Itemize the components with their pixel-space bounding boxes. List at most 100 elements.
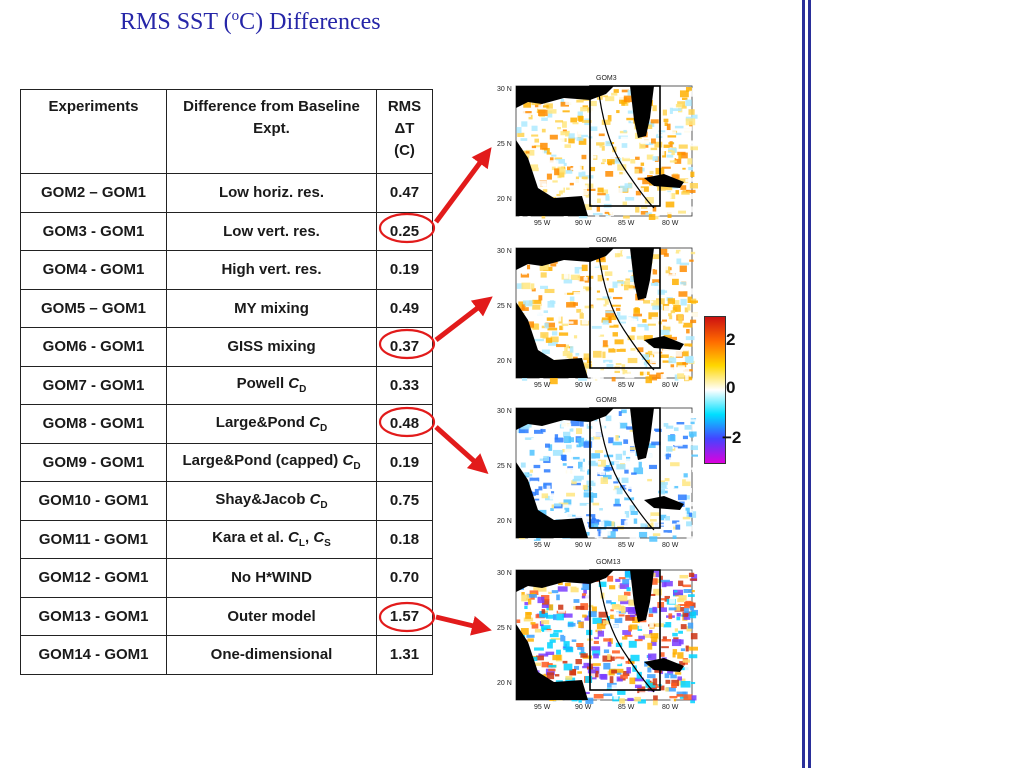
header-experiments: Experiments [20, 89, 167, 174]
cell-experiment: GOM5 – GOM1 [20, 288, 167, 328]
lon-label: 80 W [662, 382, 679, 389]
table-row: GOM13 - GOM1 Outer model 1.57 [20, 596, 433, 636]
cell-difference: Shay&Jacob CD [166, 481, 377, 521]
map-canvas [515, 85, 701, 222]
slide-title: RMS SST (oC) Differences [120, 8, 381, 36]
lon-label: 90 W [575, 542, 592, 549]
table-row: GOM12 - GOM1 No H*WIND 0.70 [20, 558, 433, 598]
arrow-gom13 [435, 614, 492, 636]
cell-rms: 0.75 [376, 481, 433, 521]
lat-label: 25 N [497, 303, 512, 310]
cell-difference: Outer model [166, 596, 377, 636]
cell-difference: Large&Pond CD [166, 404, 377, 444]
cell-experiment: GOM3 - GOM1 [20, 211, 167, 251]
lon-label: 90 W [575, 704, 592, 711]
cell-experiment: GOM9 - GOM1 [20, 442, 167, 482]
lat-label: 30 N [497, 570, 512, 577]
colorbar-label-zero: 0 [726, 378, 736, 397]
cell-experiment: GOM10 - GOM1 [20, 481, 167, 521]
cell-difference: Powell CD [166, 365, 377, 405]
cell-experiment: GOM11 - GOM1 [20, 519, 167, 559]
cell-rms: 1.31 [376, 635, 433, 675]
cell-rms: 0.37 [376, 327, 433, 367]
colorbar [704, 316, 726, 464]
title-prefix: RMS SST ( [120, 9, 232, 35]
map-title: GOM8 [596, 397, 617, 404]
lat-label: 25 N [497, 463, 512, 470]
cell-rms: 0.70 [376, 558, 433, 598]
cell-difference: One-dimensional [166, 635, 377, 675]
experiments-table: Experiments Difference from Baseline Exp… [20, 89, 433, 675]
sst-map-gom3: GOM3 30 N 25 N 20 N 95 W 90 W 85 W 80 W [494, 75, 701, 238]
cell-rms: 0.19 [376, 250, 433, 290]
cell-rms: 0.33 [376, 365, 433, 405]
right-rule-2 [808, 0, 811, 768]
table-row: GOM4 - GOM1 High vert. res. 0.19 [20, 250, 433, 290]
sst-map-gom8: GOM8 30 N 25 N 20 N 95 W 90 W 85 W 80 W [494, 397, 702, 560]
table-row: GOM14 - GOM1 One-dimensional 1.31 [20, 635, 433, 675]
table-row: GOM11 - GOM1 Kara et al. CL, CS 0.18 [20, 519, 433, 559]
lon-label: 90 W [575, 382, 592, 389]
header-difference: Difference from Baseline Expt. [166, 89, 377, 174]
cell-experiment: GOM7 - GOM1 [20, 365, 167, 405]
sst-map-gom13: GOM13 30 N 25 N 20 N 95 W 90 W 85 W 80 W [494, 559, 702, 722]
table-row: GOM6 - GOM1 GISS mixing 0.37 [20, 327, 433, 367]
map-canvas [515, 569, 702, 706]
cell-experiment: GOM4 - GOM1 [20, 250, 167, 290]
cell-experiment: GOM12 - GOM1 [20, 558, 167, 598]
table-row: GOM9 - GOM1 Large&Pond (capped) CD 0.19 [20, 442, 433, 482]
lat-label: 20 N [497, 196, 512, 203]
cell-difference: Low horiz. res. [166, 173, 377, 213]
table-row: GOM10 - GOM1 Shay&Jacob CD 0.75 [20, 481, 433, 521]
lon-label: 85 W [618, 220, 635, 227]
lat-label: 20 N [497, 680, 512, 687]
lon-label: 95 W [534, 704, 551, 711]
lon-label: 95 W [534, 382, 551, 389]
lon-label: 95 W [534, 542, 551, 549]
arrow-gom6 [434, 296, 493, 342]
lon-label: 85 W [618, 382, 635, 389]
colorbar-label-min: −2 [722, 428, 742, 447]
map-canvas [515, 407, 702, 545]
header-rms: RMS ΔT (C) [376, 89, 433, 174]
sst-map-gom6: GOM6 30 N 25 N 20 N 95 W 90 W 85 W 80 W [494, 237, 700, 400]
right-rule-1 [802, 0, 805, 768]
cell-rms: 0.48 [376, 404, 433, 444]
lat-label: 20 N [497, 358, 512, 365]
experiments-body: GOM2 – GOM1 Low horiz. res. 0.47 GOM3 - GOM… [20, 173, 433, 675]
cell-difference: Large&Pond (capped) CD [166, 442, 377, 482]
cell-experiment: GOM8 - GOM1 [20, 404, 167, 444]
lon-label: 85 W [618, 704, 635, 711]
table-row: GOM3 - GOM1 Low vert. res. 0.25 [20, 211, 433, 251]
table-row: GOM7 - GOM1 Powell CD 0.33 [20, 365, 433, 405]
map-title: GOM3 [596, 75, 617, 82]
table-row: GOM8 - GOM1 Large&Pond CD 0.48 [20, 404, 433, 444]
cell-rms: 0.25 [376, 211, 433, 251]
lat-label: 25 N [497, 141, 512, 148]
map-canvas [515, 247, 700, 385]
table-row: GOM2 – GOM1 Low horiz. res. 0.47 [20, 173, 433, 213]
lat-label: 30 N [497, 408, 512, 415]
cell-rms: 0.47 [376, 173, 433, 213]
lat-label: 25 N [497, 625, 512, 632]
arrow-gom8 [434, 425, 489, 475]
header-rms-line2: ΔT [394, 120, 415, 137]
cell-difference: GISS mixing [166, 327, 377, 367]
cell-difference: Low vert. res. [166, 211, 377, 251]
cell-rms: 0.49 [376, 288, 433, 328]
lon-label: 80 W [662, 704, 679, 711]
cell-experiment: GOM2 – GOM1 [20, 173, 167, 213]
cell-rms: 1.57 [376, 596, 433, 636]
title-degree: o [231, 8, 240, 24]
lon-label: 80 W [662, 542, 679, 549]
cell-difference: High vert. res. [166, 250, 377, 290]
lat-label: 30 N [497, 86, 512, 93]
cell-experiment: GOM6 - GOM1 [20, 327, 167, 367]
lat-label: 20 N [497, 518, 512, 525]
cell-experiment: GOM13 - GOM1 [20, 596, 167, 636]
header-rms-line3: (C) [394, 142, 415, 159]
map-title: GOM6 [596, 237, 617, 244]
cell-experiment: GOM14 - GOM1 [20, 635, 167, 675]
lon-label: 80 W [662, 220, 679, 227]
cell-difference: MY mixing [166, 288, 377, 328]
